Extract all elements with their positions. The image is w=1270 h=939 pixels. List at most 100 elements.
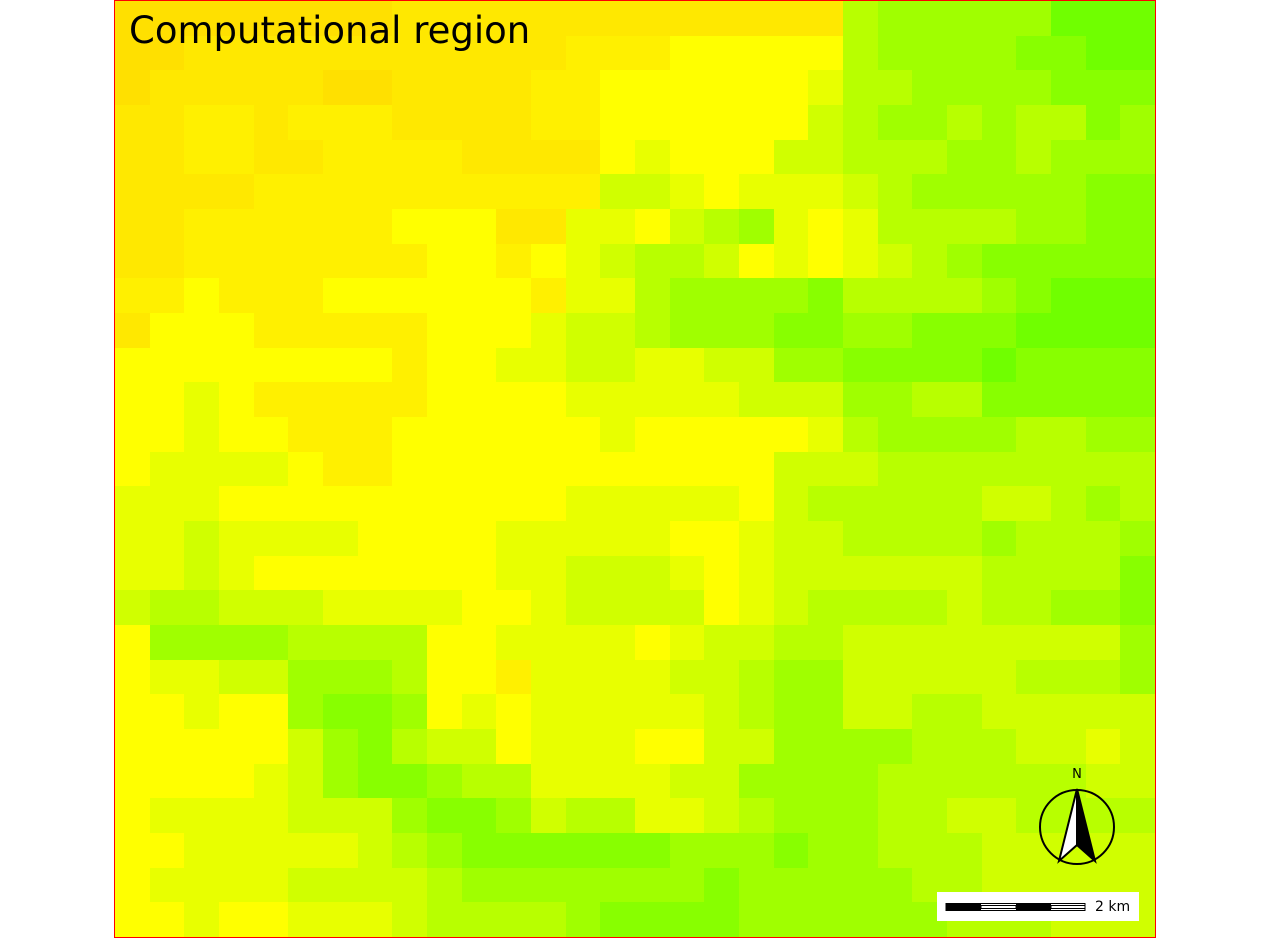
raster-cell xyxy=(392,70,427,105)
raster-cell xyxy=(773,625,809,660)
raster-cell xyxy=(392,763,427,799)
raster-cell xyxy=(115,625,150,660)
raster-cell xyxy=(427,139,462,175)
map-frame[interactable]: Computational region N 2 km xyxy=(114,0,1156,938)
raster-cell xyxy=(877,174,913,209)
raster-cell xyxy=(600,763,635,799)
raster-cell xyxy=(1085,382,1121,417)
raster-cell xyxy=(1016,417,1051,452)
raster-cell xyxy=(877,729,913,764)
raster-cell xyxy=(461,70,497,105)
raster-cell xyxy=(357,1,393,36)
raster-cell xyxy=(669,278,705,313)
raster-cell xyxy=(947,347,982,383)
raster-cell xyxy=(427,659,462,695)
raster-cell xyxy=(565,174,601,209)
raster-cell xyxy=(565,590,601,625)
raster-cell xyxy=(149,313,185,348)
raster-cell xyxy=(1085,35,1121,71)
raster-cell xyxy=(1051,729,1086,764)
raster-cell xyxy=(773,313,809,348)
raster-cell xyxy=(461,243,497,279)
raster-cell xyxy=(912,798,947,833)
north-arrow-icon xyxy=(1039,788,1115,865)
raster-cell xyxy=(808,729,843,764)
raster-cell xyxy=(427,486,462,521)
raster-cell xyxy=(149,798,185,833)
raster-cell xyxy=(496,347,531,383)
raster-cell xyxy=(219,625,254,660)
raster-cell xyxy=(912,1,947,36)
raster-cell xyxy=(947,139,982,175)
raster-cell xyxy=(219,590,254,625)
raster-cell xyxy=(912,174,947,209)
raster-cell xyxy=(323,35,358,71)
raster-cell xyxy=(981,451,1017,487)
raster-cell xyxy=(219,278,254,313)
raster-cell xyxy=(947,521,982,556)
raster-cell xyxy=(704,902,739,937)
raster-cell xyxy=(635,382,670,417)
raster-cell xyxy=(981,555,1017,591)
raster-cell xyxy=(496,105,531,140)
raster-cell xyxy=(149,347,185,383)
raster-cell xyxy=(1051,417,1086,452)
raster-cell xyxy=(496,555,531,591)
raster-cell xyxy=(461,902,497,937)
raster-cell xyxy=(669,382,705,417)
raster-cell xyxy=(288,729,323,764)
raster-cell xyxy=(288,70,323,105)
raster-cell xyxy=(1120,139,1155,175)
raster-cell xyxy=(531,867,566,903)
raster-cell xyxy=(461,417,497,452)
scale-bar-graphic xyxy=(945,903,1086,911)
raster-cell xyxy=(704,70,739,105)
raster-cell xyxy=(739,70,774,105)
raster-cell xyxy=(531,659,566,695)
raster-cell xyxy=(323,590,358,625)
raster-cell xyxy=(253,798,289,833)
raster-cell xyxy=(149,243,185,279)
raster-cell xyxy=(357,382,393,417)
raster-cell xyxy=(1051,659,1086,695)
raster-cell xyxy=(773,1,809,36)
raster-cell xyxy=(704,347,739,383)
raster-cell xyxy=(357,417,393,452)
raster-cell xyxy=(739,105,774,140)
raster-cell xyxy=(496,798,531,833)
raster-cell xyxy=(115,763,150,799)
raster-cell xyxy=(1120,590,1155,625)
raster-cell xyxy=(288,555,323,591)
raster-cell xyxy=(184,486,219,521)
raster-cell xyxy=(427,902,462,937)
raster-cell xyxy=(149,278,185,313)
raster-cell xyxy=(531,347,566,383)
raster-cell xyxy=(843,70,878,105)
raster-cell xyxy=(808,1,843,36)
raster-cell xyxy=(843,902,878,937)
raster-cell xyxy=(1085,1,1121,36)
raster-cell xyxy=(635,659,670,695)
raster-cell xyxy=(149,763,185,799)
raster-cell xyxy=(600,243,635,279)
raster-cell xyxy=(704,313,739,348)
raster-cell xyxy=(1120,278,1155,313)
raster-cell xyxy=(323,243,358,279)
raster-cell xyxy=(115,347,150,383)
raster-cell xyxy=(496,382,531,417)
raster-cell xyxy=(427,590,462,625)
raster-cell xyxy=(427,35,462,71)
raster-cell xyxy=(1051,521,1086,556)
raster-cell xyxy=(600,174,635,209)
raster-cell xyxy=(496,625,531,660)
raster-cell xyxy=(461,867,497,903)
raster-cell xyxy=(635,1,670,36)
raster-cell xyxy=(288,902,323,937)
raster-cell xyxy=(1016,70,1051,105)
raster-cell xyxy=(392,451,427,487)
raster-cell xyxy=(947,209,982,244)
raster-cell xyxy=(635,590,670,625)
raster-cell xyxy=(843,278,878,313)
raster-cell xyxy=(773,105,809,140)
raster-cell xyxy=(461,590,497,625)
